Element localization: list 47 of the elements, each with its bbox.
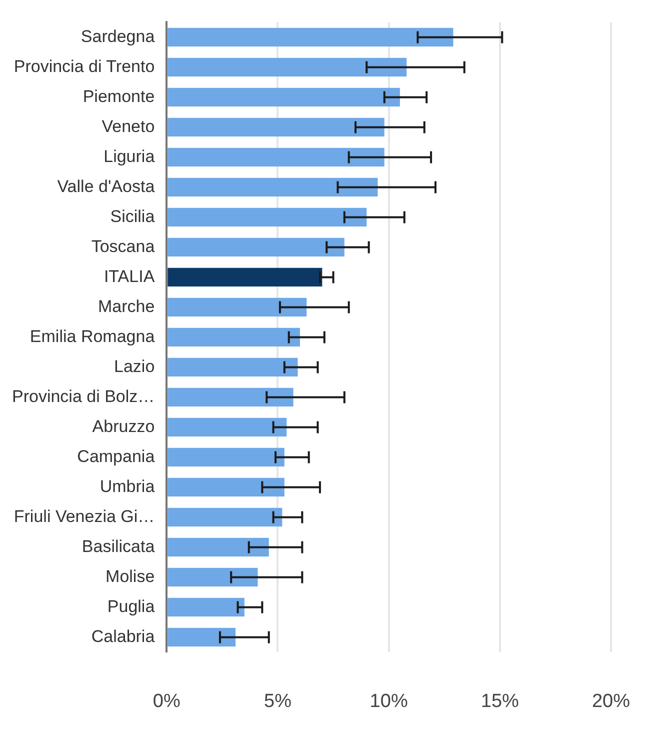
y-tick-label: Piemonte: [82, 86, 155, 106]
y-tick-label: Friuli Venezia Gi…: [14, 506, 155, 526]
bar: [168, 148, 384, 166]
bar: [168, 178, 378, 196]
y-tick-label: Provincia di Bolz…: [12, 386, 155, 406]
y-tick-label: ITALIA: [104, 266, 156, 286]
y-tick-label: Campania: [77, 446, 156, 466]
bar: [168, 598, 244, 616]
y-tick-label: Valle d'Aosta: [57, 176, 156, 196]
bar: [168, 268, 322, 286]
x-tick-label: 15%: [480, 690, 520, 712]
bar: [168, 628, 236, 646]
bar: [168, 208, 367, 226]
bar: [168, 538, 269, 556]
y-tick-label: Puglia: [107, 596, 156, 616]
y-tick-label: Calabria: [91, 626, 156, 646]
bar: [168, 118, 384, 136]
bar: [168, 358, 298, 376]
y-tick-label: Veneto: [102, 116, 155, 136]
bar: [168, 478, 284, 496]
bar: [168, 508, 282, 526]
bar: [168, 88, 400, 106]
bar: [168, 58, 407, 76]
y-tick-label: Liguria: [104, 146, 156, 166]
y-tick-label: Lazio: [114, 356, 155, 376]
y-tick-label: Sardegna: [80, 26, 156, 46]
y-tick-label: Emilia Romagna: [30, 326, 156, 346]
bar: [168, 298, 307, 316]
bar: [168, 568, 258, 586]
y-tick-label: Marche: [98, 296, 155, 316]
bar: [168, 28, 454, 46]
x-tick-label: 10%: [370, 690, 408, 712]
bar: [168, 328, 300, 346]
x-tick-label: 20%: [592, 690, 630, 712]
y-tick-label: Toscana: [91, 236, 156, 256]
y-tick-label: Molise: [106, 566, 155, 586]
bar: [168, 388, 294, 406]
x-tick-label: 0%: [152, 690, 180, 712]
y-tick-label: Provincia di Trento: [14, 56, 155, 76]
y-tick-label: Sicilia: [110, 206, 156, 226]
y-tick-label: Abruzzo: [92, 416, 155, 436]
x-tick-label: 5%: [264, 690, 292, 712]
y-tick-label: Umbria: [100, 476, 156, 496]
bar: [168, 448, 284, 466]
bar: [168, 418, 287, 436]
bar: [168, 238, 344, 256]
y-tick-label: Basilicata: [82, 536, 156, 556]
